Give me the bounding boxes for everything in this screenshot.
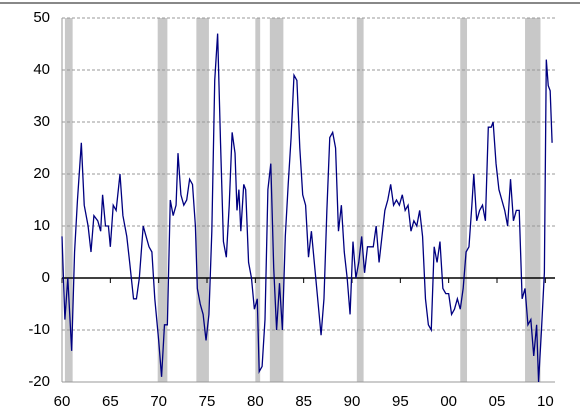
x-tick-label: 05 (489, 393, 506, 410)
x-tick-label: 65 (102, 393, 119, 410)
recession-band (196, 18, 209, 382)
recession-band (356, 18, 364, 382)
x-tick-label: 70 (150, 393, 167, 410)
recession-band (255, 18, 261, 382)
x-tick-label: 95 (392, 393, 409, 410)
data-line (61, 33, 553, 383)
y-tick-label: -10 (28, 321, 50, 338)
recession-band (157, 18, 168, 382)
y-tick-label: 30 (33, 113, 50, 130)
x-tick-label: 60 (54, 393, 71, 410)
recession-band (525, 18, 541, 382)
x-tick-label: 85 (295, 393, 312, 410)
x-tick-label: 90 (344, 393, 361, 410)
y-tick-label: 50 (33, 9, 50, 26)
y-tick-label: 20 (33, 165, 50, 182)
y-tick-label: 40 (33, 61, 50, 78)
x-tick-label: 80 (247, 393, 264, 410)
recession-band (64, 18, 73, 382)
x-tick-label: 10 (537, 393, 554, 410)
x-tick-label: 00 (440, 393, 457, 410)
y-tick-label: -20 (28, 373, 50, 390)
x-tick-label: 75 (199, 393, 216, 410)
y-tick-label: 10 (33, 217, 50, 234)
recession-band (460, 18, 468, 382)
y-tick-label: 0 (42, 269, 50, 286)
